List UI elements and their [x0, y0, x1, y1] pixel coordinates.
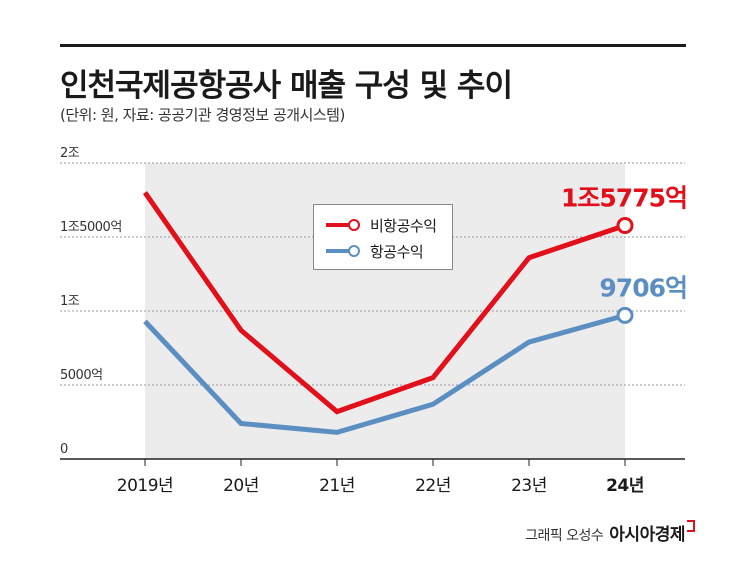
brand-mark-icon — [687, 520, 695, 532]
y-tick-label-4: 2조 — [60, 146, 80, 161]
legend-marker-aero-icon — [326, 245, 360, 257]
end-point-aero — [616, 306, 634, 324]
credit-brand: 아시아경제 — [609, 525, 685, 545]
top-rule — [60, 44, 686, 47]
x-tick-label-1: 20년 — [223, 476, 259, 496]
credit-text: 그래픽 오성수 — [525, 528, 604, 544]
page-title: 인천국제공항공사 매출 구성 및 추이 — [60, 68, 513, 104]
end-point-non-aero — [616, 217, 634, 235]
y-tick-label-3: 1조5000억 — [60, 220, 122, 235]
subtitle: (단위: 원, 자료: 공공기관 경영정보 공개시스템) — [60, 106, 345, 124]
legend-item-aero: 항공수익 — [326, 240, 424, 262]
credit: 그래픽 오성수 아시아경제 — [525, 520, 695, 545]
x-tick-label-0: 2019년 — [117, 476, 173, 496]
legend-marker-non-aero-icon — [326, 219, 360, 231]
y-tick-label-2: 1조 — [60, 294, 80, 309]
legend-label-non-aero: 비항공수익 — [370, 216, 437, 235]
legend-item-non-aero: 비항공수익 — [326, 214, 437, 236]
x-tick-label-2: 21년 — [319, 476, 355, 496]
end-label-non-aero: 1조5775억 — [561, 184, 687, 213]
legend-label-aero: 항공수익 — [370, 242, 424, 261]
y-tick-label-1: 5000억 — [60, 368, 103, 383]
end-label-aero: 9706억 — [599, 273, 687, 302]
x-tick-label-5: 24년 — [606, 476, 644, 496]
x-tick-label-4: 23년 — [511, 476, 547, 496]
series-line-aero — [143, 312, 626, 435]
x-tick-label-3: 22년 — [415, 476, 451, 496]
series-line-non-aero — [142, 191, 626, 415]
y-tick-label-0: 0 — [60, 442, 68, 457]
chart-legend: 비항공수익 항공수익 — [313, 204, 453, 270]
